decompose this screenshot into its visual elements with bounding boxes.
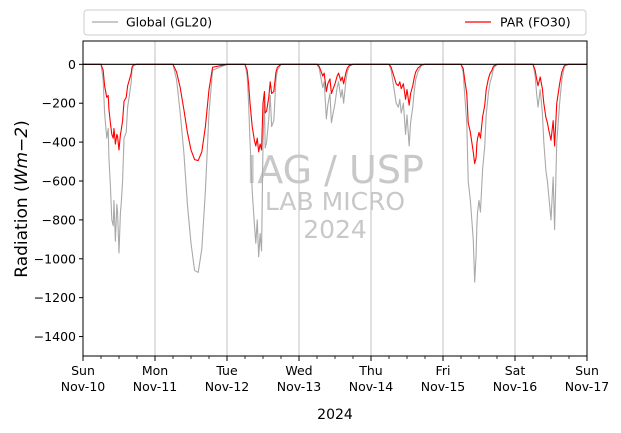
x-tick-label-day-3: Wed	[285, 363, 312, 378]
y-tick-label-7: −1400	[34, 329, 76, 344]
x-tick-label-day-5: Fri	[436, 363, 451, 378]
y-tick-label-4: −800	[42, 212, 76, 227]
plot-background	[83, 41, 587, 356]
x-tick-label-day-7: Sun	[575, 363, 599, 378]
x-tick-label-day-2: Tue	[215, 363, 238, 378]
legend-frame	[83, 9, 587, 36]
legend: Global (GL20) PAR (FO30)	[83, 9, 587, 36]
watermark: IAG / USP LAB MICRO 2024	[246, 148, 424, 244]
x-axis: SunNov-10MonNov-11TueNov-12WedNov-13ThuN…	[61, 356, 609, 394]
y-tick-label-5: −1000	[34, 251, 76, 266]
watermark-line-3: 2024	[303, 215, 367, 244]
x-tick-label-date-2: Nov-12	[205, 379, 249, 394]
vertical-grid	[154, 41, 516, 356]
series-line-1	[83, 63, 587, 165]
x-tick-label-date-0: Nov-10	[61, 379, 106, 394]
x-axis-label: 2024	[317, 407, 353, 423]
legend-par-label: PAR (FO30)	[500, 15, 571, 30]
x-tick-label-date-1: Nov-11	[133, 379, 177, 394]
y-axis-label: Radiation (Wm−2)	[12, 120, 32, 277]
y-tick-label-6: −1200	[34, 290, 76, 305]
x-tick-label-date-3: Nov-13	[277, 379, 321, 394]
watermark-line-1: IAG / USP	[246, 148, 424, 192]
x-tick-label-day-0: Sun	[71, 363, 95, 378]
y-axis: 0 −200 −400 −600 −800 −1000 −1200 −1400	[34, 57, 83, 344]
series-layer	[83, 63, 587, 283]
x-tick-label-date-6: Nov-16	[493, 379, 538, 394]
y-tick-label-1: −200	[42, 96, 76, 111]
y-tick-label-2: −400	[42, 135, 76, 150]
y-tick-label-3: −600	[42, 174, 76, 189]
y-tick-label-0: 0	[68, 57, 76, 72]
x-tick-label-day-1: Mon	[142, 363, 168, 378]
x-tick-label-day-4: Thu	[358, 363, 382, 378]
x-tick-label-date-7: Nov-17	[565, 379, 609, 394]
x-tick-label-date-4: Nov-14	[349, 379, 394, 394]
x-tick-label-day-6: Sat	[505, 363, 526, 378]
plot-area: IAG / USP LAB MICRO 2024	[82, 40, 588, 357]
x-tick-label-date-5: Nov-15	[421, 379, 465, 394]
legend-global-label: Global (GL20)	[126, 15, 212, 30]
watermark-line-2: LAB MICRO	[265, 187, 405, 216]
